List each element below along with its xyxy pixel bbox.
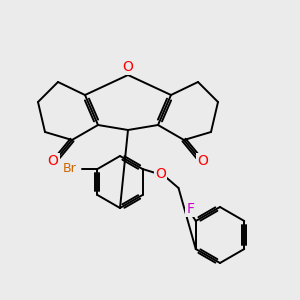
Text: F: F xyxy=(187,202,195,216)
Text: O: O xyxy=(48,154,58,168)
Text: O: O xyxy=(123,60,134,74)
Text: Br: Br xyxy=(63,163,76,176)
Text: O: O xyxy=(198,154,208,168)
Text: O: O xyxy=(155,167,166,181)
